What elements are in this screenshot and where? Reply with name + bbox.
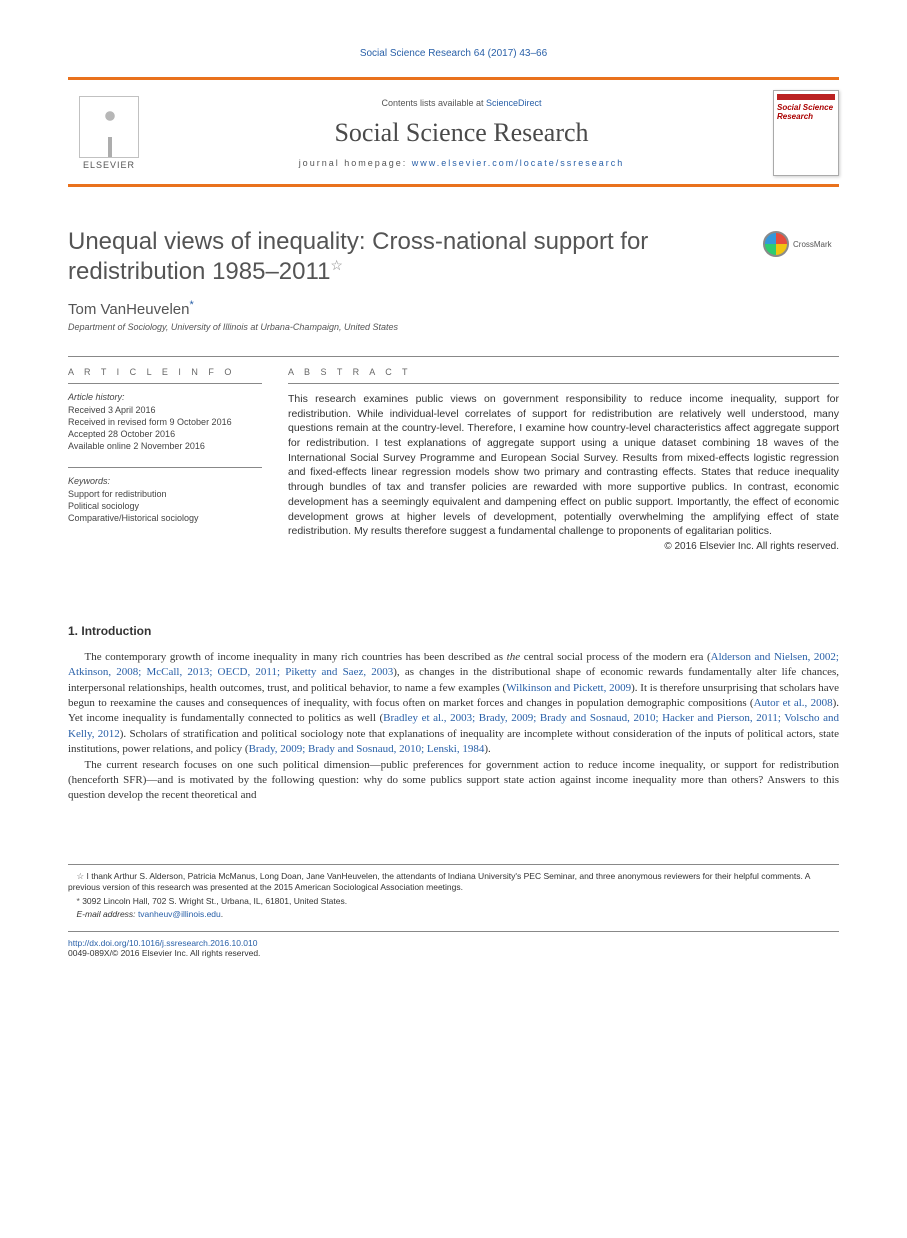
section-1-heading: 1. Introduction bbox=[68, 624, 839, 638]
elsevier-tree-icon bbox=[79, 96, 139, 158]
doi-link[interactable]: http://dx.doi.org/10.1016/j.ssresearch.2… bbox=[68, 938, 839, 948]
history-online: Available online 2 November 2016 bbox=[68, 440, 262, 452]
history-accepted: Accepted 28 October 2016 bbox=[68, 428, 262, 440]
abstract-heading: A B S T R A C T bbox=[288, 357, 839, 384]
thanks-text: I thank Arthur S. Alderson, Patricia McM… bbox=[68, 871, 810, 892]
keyword-1: Support for redistribution bbox=[68, 488, 262, 500]
footnote-thanks: ☆ I thank Arthur S. Alderson, Patricia M… bbox=[68, 871, 839, 894]
author-affiliation: Department of Sociology, University of I… bbox=[68, 322, 839, 332]
keywords-block: Keywords: Support for redistribution Pol… bbox=[68, 467, 262, 524]
abstract-copyright: © 2016 Elsevier Inc. All rights reserved… bbox=[288, 541, 839, 552]
publisher-name: ELSEVIER bbox=[72, 160, 146, 170]
homepage-url[interactable]: www.elsevier.com/locate/ssresearch bbox=[412, 158, 625, 168]
section-number: 1. bbox=[68, 624, 78, 638]
cover-title-text: Social Science Research bbox=[777, 103, 835, 121]
contents-prefix: Contents lists available at bbox=[381, 98, 486, 108]
title-text: Unequal views of inequality: Cross-natio… bbox=[68, 228, 648, 285]
sciencedirect-link[interactable]: ScienceDirect bbox=[486, 98, 542, 108]
history-label: Article history: bbox=[68, 392, 262, 402]
crossmark-icon bbox=[763, 231, 789, 257]
citation-link[interactable]: Wilkinson and Pickett, 2009 bbox=[506, 682, 631, 694]
crossmark-badge[interactable]: CrossMark bbox=[763, 231, 839, 257]
journal-homepage-line: journal homepage: www.elsevier.com/locat… bbox=[160, 158, 763, 168]
homepage-label: journal homepage: bbox=[299, 158, 412, 168]
address-text: 3092 Lincoln Hall, 702 S. Wright St., Ur… bbox=[82, 896, 347, 906]
keywords-label: Keywords: bbox=[68, 476, 262, 486]
title-row: Unequal views of inequality: Cross-natio… bbox=[68, 227, 839, 287]
citation-link[interactable]: Brady, 2009; Brady and Sosnaud, 2010; Le… bbox=[249, 743, 485, 755]
author-name: Tom VanHeuvelen bbox=[68, 301, 189, 318]
keyword-3: Comparative/Historical sociology bbox=[68, 512, 262, 524]
article-info-column: A R T I C L E I N F O Article history: R… bbox=[68, 357, 262, 552]
citation-link[interactable]: Autor et al., 2008 bbox=[754, 697, 833, 709]
paragraph-1: The contemporary growth of income inequa… bbox=[68, 650, 839, 758]
email-link[interactable]: tvanheuv@illinois.edu bbox=[138, 909, 221, 919]
masthead-center: Contents lists available at ScienceDirec… bbox=[150, 94, 773, 172]
running-header: Social Science Research 64 (2017) 43–66 bbox=[68, 48, 839, 59]
bottom-identifiers: http://dx.doi.org/10.1016/j.ssresearch.2… bbox=[68, 931, 839, 958]
article-title: Unequal views of inequality: Cross-natio… bbox=[68, 227, 743, 287]
keyword-2: Political sociology bbox=[68, 500, 262, 512]
corresponding-marker: * bbox=[189, 299, 193, 311]
thanks-marker: ☆ bbox=[77, 871, 85, 881]
issn-copyright: 0049-089X/© 2016 Elsevier Inc. All right… bbox=[68, 948, 839, 958]
footnote-email: E-mail address: tvanheuv@illinois.edu. bbox=[68, 909, 839, 920]
author-line: Tom VanHeuvelen* bbox=[68, 299, 839, 318]
footnote-address: * 3092 Lincoln Hall, 702 S. Wright St., … bbox=[68, 896, 839, 907]
journal-cover-thumbnail: Social Science Research bbox=[773, 90, 839, 176]
article-history-block: Article history: Received 3 April 2016 R… bbox=[68, 392, 262, 453]
footnotes-block: ☆ I thank Arthur S. Alderson, Patricia M… bbox=[68, 864, 839, 921]
abstract-column: A B S T R A C T This research examines p… bbox=[288, 357, 839, 552]
publisher-logo-block: ELSEVIER bbox=[68, 96, 150, 170]
body-text: The contemporary growth of income inequa… bbox=[68, 650, 839, 804]
article-info-heading: A R T I C L E I N F O bbox=[68, 357, 262, 384]
info-abstract-row: A R T I C L E I N F O Article history: R… bbox=[68, 356, 839, 552]
abstract-text: This research examines public views on g… bbox=[288, 392, 839, 539]
section-title: Introduction bbox=[81, 624, 151, 638]
corr-marker: * bbox=[77, 896, 80, 906]
history-revised: Received in revised form 9 October 2016 bbox=[68, 416, 262, 428]
email-label: E-mail address: bbox=[77, 909, 136, 919]
title-footnote-marker: ☆ bbox=[330, 257, 343, 273]
journal-masthead: ELSEVIER Contents lists available at Sci… bbox=[68, 77, 839, 187]
email-period: . bbox=[221, 909, 223, 919]
journal-title: Social Science Research bbox=[160, 118, 763, 148]
paragraph-2: The current research focuses on one such… bbox=[68, 758, 839, 804]
crossmark-label: CrossMark bbox=[793, 240, 832, 249]
contents-available-line: Contents lists available at ScienceDirec… bbox=[160, 98, 763, 108]
history-received: Received 3 April 2016 bbox=[68, 404, 262, 416]
